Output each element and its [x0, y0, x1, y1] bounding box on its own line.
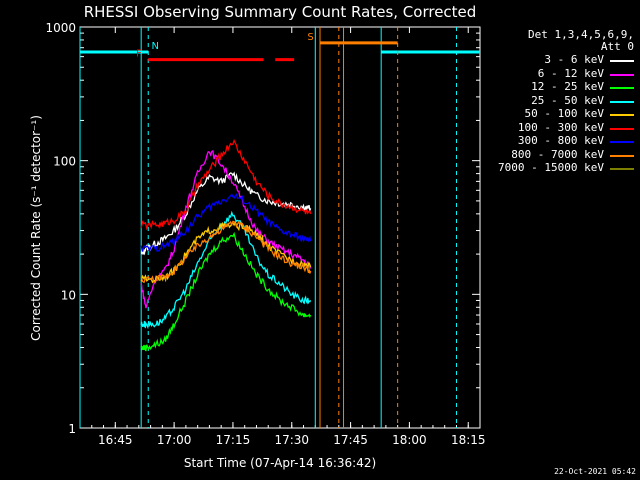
- footer-date: 22-Oct-2021 05:42: [554, 467, 636, 476]
- y-tick-label: 1: [68, 422, 76, 436]
- y-tick-label: 100: [53, 155, 76, 169]
- x-axis-label: Start Time (07-Apr-14 16:36:42): [184, 456, 376, 470]
- series-line: [140, 193, 312, 253]
- legend-label: 3 - 6 keV: [544, 53, 604, 66]
- legend-swatch: [610, 154, 634, 157]
- chart-title: RHESSI Observing Summary Count Rates, Co…: [84, 3, 477, 21]
- x-tick-label: 18:15: [451, 433, 486, 447]
- legend-label: 50 - 100 keV: [524, 107, 604, 120]
- x-tick-label: 17:15: [216, 433, 251, 447]
- marker-label: N: [152, 41, 159, 52]
- series-line: [140, 220, 312, 284]
- marker-label: S: [307, 32, 313, 43]
- y-tick-label: 10: [61, 288, 76, 302]
- x-tick-label: 17:00: [157, 433, 192, 447]
- legend-label: 25 - 50 keV: [531, 93, 604, 107]
- series-line: [140, 150, 312, 309]
- legend-label: 300 - 800 keV: [517, 134, 604, 147]
- legend-swatch: [610, 60, 634, 62]
- legend-swatch: [610, 100, 634, 103]
- legend-swatch: [610, 127, 634, 130]
- legend-swatch: [610, 168, 634, 170]
- legend-header-2: Att 0: [600, 40, 634, 53]
- legend-swatch: [610, 87, 634, 89]
- legend-label: 800 - 7000 keV: [511, 147, 604, 161]
- series-line: [140, 231, 312, 352]
- legend-swatch: [610, 141, 634, 143]
- plot-frame: [79, 26, 481, 429]
- legend-swatch: [610, 114, 634, 116]
- marker-label: F: [136, 49, 142, 60]
- legend-label: 12 - 25 keV: [531, 80, 604, 93]
- legend-label: 100 - 300 keV: [517, 120, 604, 134]
- legend-header-1: Det 1,3,4,5,6,9,: [528, 28, 634, 41]
- legend-label: 6 - 12 keV: [537, 66, 604, 80]
- x-tick-label: 17:30: [274, 433, 309, 447]
- legend-swatch: [610, 73, 634, 76]
- x-tick-label: 16:45: [98, 433, 133, 447]
- series-line: [140, 210, 312, 330]
- x-tick-label: 17:45: [333, 433, 368, 447]
- y-tick-label: 1000: [45, 21, 76, 35]
- series-line: [140, 138, 312, 231]
- legend-label: 7000 - 15000 keV: [498, 161, 604, 174]
- y-axis-label: Corrected Count Rate (s⁻¹ detector⁻¹): [29, 115, 43, 341]
- x-tick-label: 18:00: [392, 433, 427, 447]
